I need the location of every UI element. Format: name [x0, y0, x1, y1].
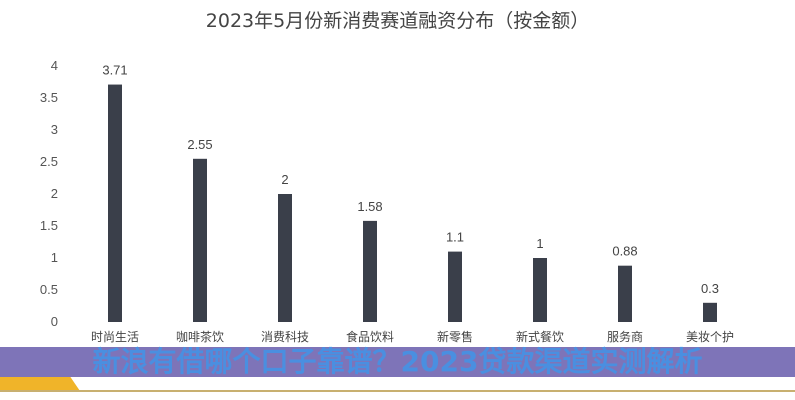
y-tick-label: 3.5	[40, 90, 58, 105]
bar-2	[278, 194, 292, 322]
x-tick-label: 咖啡茶饮	[176, 329, 224, 344]
data-label: 1.58	[357, 199, 382, 214]
data-label: 3.71	[102, 63, 127, 78]
data-label: 2.55	[187, 137, 212, 152]
x-tick-label: 消费科技	[261, 330, 309, 344]
bar-3	[363, 220, 377, 322]
bar-5	[533, 258, 547, 322]
y-tick-label: 2.5	[40, 154, 58, 169]
y-tick-label: 1.5	[40, 218, 58, 233]
x-tick-label: 食品饮料	[346, 329, 394, 344]
bar-7	[703, 302, 717, 322]
data-label: 0.88	[612, 244, 637, 259]
banner-text: 新浪有借哪个口子靠谱？2023贷款渠道实测解析	[92, 345, 703, 378]
footer-accent-tab	[0, 377, 80, 391]
y-tick-label: 2	[51, 186, 58, 201]
footer-line	[0, 390, 795, 392]
bar-1	[193, 158, 207, 322]
y-tick-label: 1	[51, 250, 58, 265]
data-label: 0.3	[701, 281, 719, 296]
chart-title: 2023年5月份新消费赛道融资分布（按金额）	[205, 10, 590, 32]
data-label: 1.1	[446, 230, 464, 245]
y-tick-label: 0.5	[40, 282, 58, 297]
y-tick-label: 0	[51, 314, 58, 329]
x-tick-label: 服务商	[607, 329, 643, 344]
y-tick-label: 3	[51, 122, 58, 137]
x-tick-label: 美妆个护	[686, 330, 734, 344]
data-label: 2	[281, 172, 288, 187]
bar-4	[448, 251, 462, 322]
overlay-banner[interactable]: 新浪有借哪个口子靠谱？2023贷款渠道实测解析	[0, 347, 795, 377]
x-tick-label: 新式餐饮	[516, 329, 564, 344]
bar-6	[618, 265, 632, 322]
bar-0	[108, 84, 122, 322]
data-label: 1	[536, 236, 543, 251]
x-tick-label: 时尚生活	[91, 330, 139, 344]
y-tick-label: 4	[51, 58, 58, 73]
x-tick-label: 新零售	[437, 329, 473, 344]
